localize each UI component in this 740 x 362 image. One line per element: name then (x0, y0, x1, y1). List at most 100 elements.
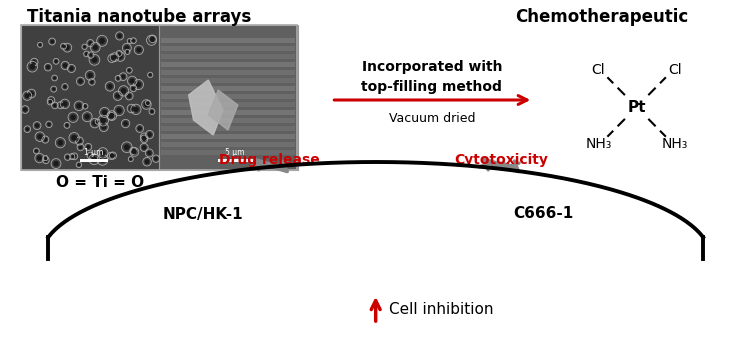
Circle shape (89, 53, 92, 57)
Circle shape (76, 103, 81, 109)
Circle shape (73, 155, 76, 158)
Circle shape (149, 73, 152, 76)
Circle shape (90, 80, 94, 84)
Text: Cytotoxicity: Cytotoxicity (454, 153, 548, 167)
Bar (161, 70, 295, 75)
Circle shape (44, 157, 47, 160)
Circle shape (62, 101, 67, 106)
Circle shape (63, 63, 67, 68)
Text: Incorporated with
top-filling method: Incorporated with top-filling method (361, 60, 502, 94)
Bar (218, 159, 252, 162)
Circle shape (109, 114, 113, 118)
Circle shape (78, 145, 82, 149)
Circle shape (154, 157, 158, 161)
Text: Cl: Cl (668, 63, 682, 77)
Circle shape (62, 45, 65, 48)
Bar (161, 110, 295, 115)
Circle shape (78, 79, 83, 84)
Circle shape (44, 138, 47, 142)
Circle shape (147, 132, 152, 137)
Circle shape (24, 93, 30, 98)
Bar (161, 142, 295, 147)
Circle shape (135, 82, 141, 87)
Circle shape (70, 66, 74, 71)
Text: Pt: Pt (628, 100, 646, 114)
Circle shape (23, 108, 27, 111)
Circle shape (32, 60, 36, 64)
Text: 5 μm: 5 μm (225, 148, 245, 157)
Circle shape (92, 121, 98, 126)
Bar (161, 62, 295, 67)
Circle shape (112, 55, 117, 60)
Bar (21, 25, 297, 170)
Circle shape (84, 114, 90, 119)
Circle shape (110, 113, 115, 118)
Text: NH₃: NH₃ (585, 137, 611, 151)
Circle shape (121, 88, 127, 94)
Circle shape (55, 60, 58, 63)
Circle shape (110, 154, 113, 158)
Circle shape (37, 134, 42, 139)
Circle shape (63, 85, 67, 89)
Circle shape (118, 52, 121, 55)
Circle shape (118, 34, 122, 38)
Circle shape (142, 135, 147, 139)
Text: Cell inhibition: Cell inhibition (389, 302, 494, 316)
Circle shape (102, 110, 107, 115)
Circle shape (83, 45, 86, 48)
Circle shape (92, 57, 98, 63)
Circle shape (147, 151, 152, 155)
Circle shape (29, 91, 34, 96)
Bar (81, 159, 108, 162)
Circle shape (101, 125, 107, 130)
Circle shape (49, 101, 52, 104)
Circle shape (78, 163, 81, 166)
Bar (161, 118, 295, 123)
Circle shape (116, 77, 120, 80)
Bar (161, 134, 295, 139)
Circle shape (147, 102, 149, 104)
Circle shape (25, 127, 29, 131)
Circle shape (107, 84, 112, 89)
Text: Drug release: Drug release (219, 153, 320, 167)
Circle shape (142, 137, 147, 141)
Circle shape (132, 87, 135, 90)
Text: Vacuum dried: Vacuum dried (388, 112, 475, 125)
Circle shape (149, 38, 154, 43)
Circle shape (71, 135, 77, 141)
Circle shape (65, 45, 70, 50)
Circle shape (46, 65, 50, 69)
Bar (161, 94, 295, 99)
Circle shape (92, 45, 98, 50)
Circle shape (150, 37, 155, 41)
Circle shape (150, 110, 154, 113)
Circle shape (138, 126, 142, 131)
Circle shape (70, 155, 73, 158)
Circle shape (44, 159, 47, 162)
Bar (161, 38, 295, 43)
Circle shape (35, 150, 38, 153)
Text: O = Ti = O: O = Ti = O (56, 175, 144, 190)
Text: NH₃: NH₃ (662, 137, 688, 151)
Circle shape (87, 73, 92, 78)
Circle shape (37, 155, 42, 161)
Circle shape (116, 108, 122, 113)
Circle shape (127, 94, 132, 98)
Text: Cl: Cl (591, 63, 605, 77)
Circle shape (124, 144, 130, 150)
Circle shape (96, 120, 99, 123)
Circle shape (128, 69, 131, 72)
Circle shape (66, 155, 70, 159)
Circle shape (121, 75, 125, 79)
Bar (161, 54, 295, 59)
Circle shape (124, 121, 128, 126)
Circle shape (124, 45, 130, 50)
Circle shape (89, 154, 92, 157)
Circle shape (136, 47, 141, 52)
Circle shape (118, 54, 123, 59)
Bar (159, 25, 298, 170)
Circle shape (130, 78, 135, 84)
Circle shape (99, 38, 105, 44)
Circle shape (38, 43, 41, 46)
Bar (161, 102, 295, 107)
